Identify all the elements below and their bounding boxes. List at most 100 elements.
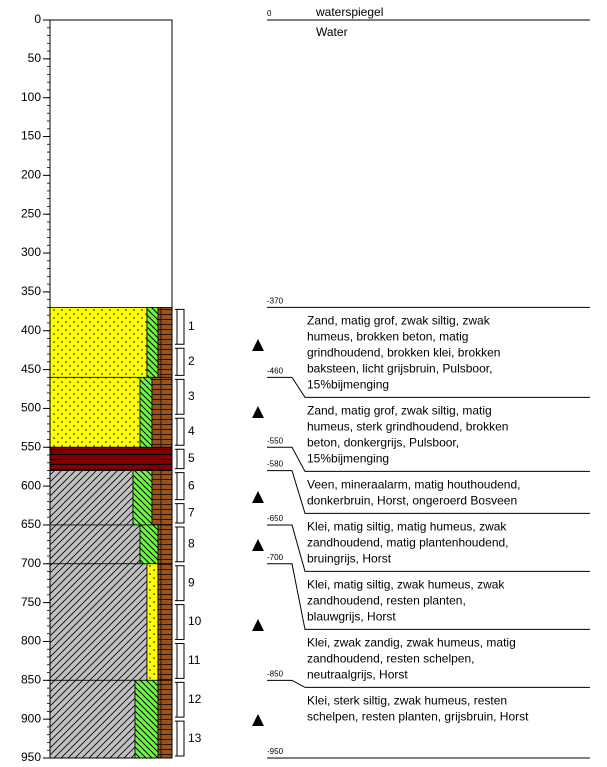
level-label: -580: [267, 460, 284, 469]
tick-label: 650: [21, 517, 41, 531]
sample-label: 6: [188, 478, 195, 492]
layer-fill: [50, 377, 140, 447]
tick-label: 0: [34, 12, 41, 26]
layer-description: zandhoudend, resten schelpen,: [307, 652, 474, 666]
sample-bracket: [175, 473, 184, 500]
sample-label: 4: [188, 424, 195, 438]
layer-description: humeus, brokken beton, matig: [307, 330, 468, 344]
layer-fill: [135, 680, 158, 758]
level-label: -700: [267, 553, 284, 562]
sample-label: 1: [188, 319, 195, 333]
layer-fill: [50, 564, 147, 681]
layer-description: 15%bijmenging: [307, 378, 389, 392]
sample-label: 3: [188, 389, 195, 403]
marker: [252, 714, 264, 726]
sample-bracket: [175, 527, 184, 562]
layer-fill: [50, 525, 140, 564]
layer-fill: [158, 564, 172, 681]
tick-label: 800: [21, 634, 41, 648]
layer-fill: [152, 377, 172, 447]
layer-description: grindhoudend, brokken klei, brokken: [307, 346, 500, 360]
layer-fill: [158, 307, 172, 377]
level-label: -460: [267, 366, 284, 375]
tick-label: 600: [21, 478, 41, 492]
level-label: -650: [267, 514, 284, 523]
layer-fill: [158, 680, 172, 758]
tick-label: 250: [21, 206, 41, 220]
sample-label: 8: [188, 537, 195, 551]
layer-fill: [147, 564, 158, 681]
sample-label: 9: [188, 575, 195, 589]
sample-bracket: [175, 348, 184, 375]
tick-label: 200: [21, 168, 41, 182]
sample-bracket: [175, 682, 184, 717]
tick-label: 350: [21, 284, 41, 298]
markers: [252, 339, 264, 726]
tick-label: 300: [21, 245, 41, 259]
layer-fill: [152, 471, 172, 525]
layer-fill: [50, 307, 147, 377]
sample-bracket: [175, 566, 184, 601]
layer-fill: [140, 377, 152, 447]
tick-label: 400: [21, 323, 41, 337]
marker: [252, 491, 264, 503]
layer-description: donkerbruin, Horst, ongeroerd Bosveen: [307, 494, 517, 508]
marker: [252, 619, 264, 631]
layer-fill: [158, 525, 172, 564]
layer-description: bruingrijs, Horst: [307, 552, 392, 566]
marker: [252, 339, 264, 351]
tick-label: 700: [21, 556, 41, 570]
tick-label: 750: [21, 595, 41, 609]
sample-bracket: [175, 309, 184, 344]
layer-description: baksteen, licht grijsbruin, Pulsboor,: [307, 362, 492, 376]
tick-label: 950: [21, 750, 41, 764]
layer-description: neutraalgrijs, Horst: [307, 668, 408, 682]
borehole-log: 0501001502002503003504004505005506006507…: [0, 0, 607, 767]
sample-bracket: [175, 418, 184, 445]
sample-label: 2: [188, 354, 195, 368]
water-label: waterspiegel: [315, 5, 383, 19]
tick-label: 500: [21, 401, 41, 415]
layer-fill: [50, 471, 133, 525]
sample-label: 7: [188, 505, 195, 519]
layer-description: zandhoudend, matig plantenhoudend,: [307, 536, 509, 550]
sample-bracket: [175, 605, 184, 640]
level-label: 0: [267, 9, 272, 18]
marker: [252, 539, 264, 551]
layer-fill: [147, 307, 158, 377]
layer-description: schelpen, resten planten, grijsbruin, Ho…: [307, 710, 529, 724]
layer-description: Klei, matig siltig, zwak humeus, zwak: [307, 578, 505, 592]
tick-label: 50: [28, 51, 42, 65]
marker: [252, 406, 264, 418]
layer-fill: [50, 447, 172, 470]
layer-description: blauwgrijs, Horst: [307, 610, 396, 624]
level-label: -950: [267, 747, 284, 756]
tick-label: 550: [21, 439, 41, 453]
level-label: -550: [267, 436, 284, 445]
layer-description: Veen, mineraalarm, matig houthoudend,: [307, 478, 520, 492]
tick-label: 850: [21, 672, 41, 686]
sample-label: 12: [188, 692, 202, 706]
layer-description: Klei, zwak zandig, zwak humeus, matig: [307, 636, 516, 650]
sample-label: 5: [188, 451, 195, 465]
level-label: -370: [267, 297, 284, 306]
level-label: -850: [267, 669, 284, 678]
layer-fill: [140, 525, 158, 564]
sample-bracket: [175, 504, 184, 523]
sample-label: 11: [188, 653, 201, 667]
layer-fill: [133, 471, 152, 525]
tick-label: 150: [21, 129, 41, 143]
water-description: Water: [316, 25, 348, 39]
layer-description: Klei, sterk siltig, zwak humeus, resten: [307, 694, 507, 708]
layer-description: beton, donkergrijs, Pulsboor,: [307, 436, 459, 450]
layer-description: Zand, matig grof, zwak siltig, zwak: [307, 314, 491, 328]
sample-bracket: [175, 449, 184, 468]
sample-label: 10: [188, 614, 202, 628]
layer-description: zandhoudend, resten planten,: [307, 594, 466, 608]
tick-label: 450: [21, 362, 41, 376]
tick-label: 100: [21, 90, 41, 104]
sample-label: 13: [188, 731, 202, 745]
tick-label: 900: [21, 711, 41, 725]
layer-description: humeus, sterk grindhoudend, brokken: [307, 420, 508, 434]
sample-bracket: [175, 643, 184, 678]
